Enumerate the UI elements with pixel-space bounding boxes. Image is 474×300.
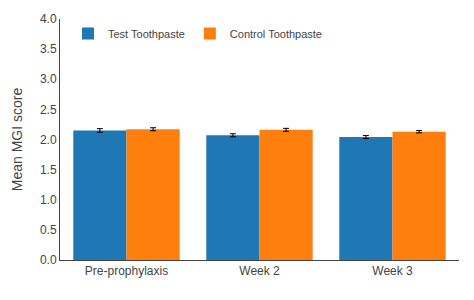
svg-text:3.5: 3.5 (40, 42, 57, 56)
svg-text:0.0: 0.0 (40, 253, 57, 267)
svg-text:4.0: 4.0 (40, 12, 57, 26)
svg-text:Week 2: Week 2 (239, 264, 280, 278)
svg-text:Test Toothpaste: Test Toothpaste (108, 28, 185, 40)
svg-text:0.5: 0.5 (40, 223, 57, 237)
svg-text:3.0: 3.0 (40, 72, 57, 86)
svg-text:1.5: 1.5 (40, 163, 57, 177)
svg-text:2.5: 2.5 (40, 103, 57, 117)
svg-text:Control Toothpaste: Control Toothpaste (230, 28, 322, 40)
svg-text:Week 3: Week 3 (372, 264, 413, 278)
svg-text:1.0: 1.0 (40, 193, 57, 207)
svg-text:2.0: 2.0 (40, 133, 57, 147)
svg-text:Pre-prophylaxis: Pre-prophylaxis (85, 264, 168, 278)
svg-text:Mean MGI score: Mean MGI score (9, 88, 25, 192)
